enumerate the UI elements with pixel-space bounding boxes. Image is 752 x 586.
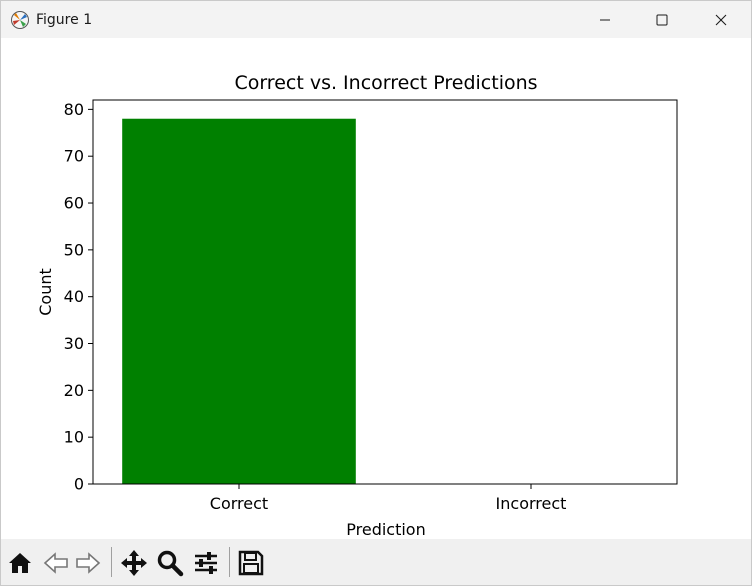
x-axis-label: Prediction [346, 520, 425, 539]
home-button[interactable] [5, 548, 35, 578]
toolbar-separator [229, 547, 230, 577]
pan-button[interactable] [119, 548, 149, 578]
forward-button[interactable] [73, 548, 103, 578]
home-icon [9, 553, 31, 573]
minimize-icon [600, 19, 610, 20]
chart-title: Correct vs. Incorrect Predictions [234, 72, 537, 94]
x-tick-label: Incorrect [496, 494, 567, 513]
y-tick-label: 60 [64, 194, 84, 213]
plot-area: Correct vs. Incorrect Predictions Predic… [1, 38, 751, 539]
y-tick-label: 10 [64, 428, 84, 447]
matplotlib-icon [11, 11, 29, 29]
minimize-button[interactable] [582, 1, 628, 38]
navigation-toolbar [1, 539, 751, 585]
chart-marks: 0 10 20 30 40 50 60 70 80 Correct Incorrect [64, 99, 678, 513]
maximize-button[interactable] [639, 1, 685, 38]
y-tick-label: 50 [64, 240, 84, 259]
configure-subplots-button[interactable] [191, 548, 221, 578]
y-tick-label: 80 [64, 100, 84, 119]
zoom-magnifier-icon [157, 550, 184, 577]
y-tick-label: 0 [74, 475, 84, 494]
save-disk-icon [238, 550, 264, 576]
toolbar-separator [111, 547, 112, 577]
maximize-icon [656, 14, 668, 25]
bar-correct [122, 118, 356, 485]
y-axis-label: Count [36, 268, 55, 316]
y-tick-label: 30 [64, 334, 84, 353]
y-tick-label: 20 [64, 381, 84, 400]
close-button[interactable] [698, 1, 744, 38]
back-arrow-icon [43, 552, 68, 574]
y-tick-label: 70 [64, 147, 84, 166]
forward-arrow-icon [76, 552, 101, 574]
y-tick-label: 40 [64, 287, 84, 306]
pan-move-icon [121, 550, 147, 576]
save-button[interactable] [236, 548, 266, 578]
title-bar[interactable]: Figure 1 [1, 1, 751, 38]
zoom-button[interactable] [155, 548, 185, 578]
x-tick-label: Correct [210, 494, 268, 513]
back-button[interactable] [41, 548, 71, 578]
axes-frame [92, 99, 678, 485]
configure-subplots-icon [195, 552, 217, 574]
bar-chart: Correct vs. Incorrect Predictions Predic… [36, 72, 678, 539]
close-icon [715, 14, 727, 25]
window-title: Figure 1 [36, 12, 93, 28]
